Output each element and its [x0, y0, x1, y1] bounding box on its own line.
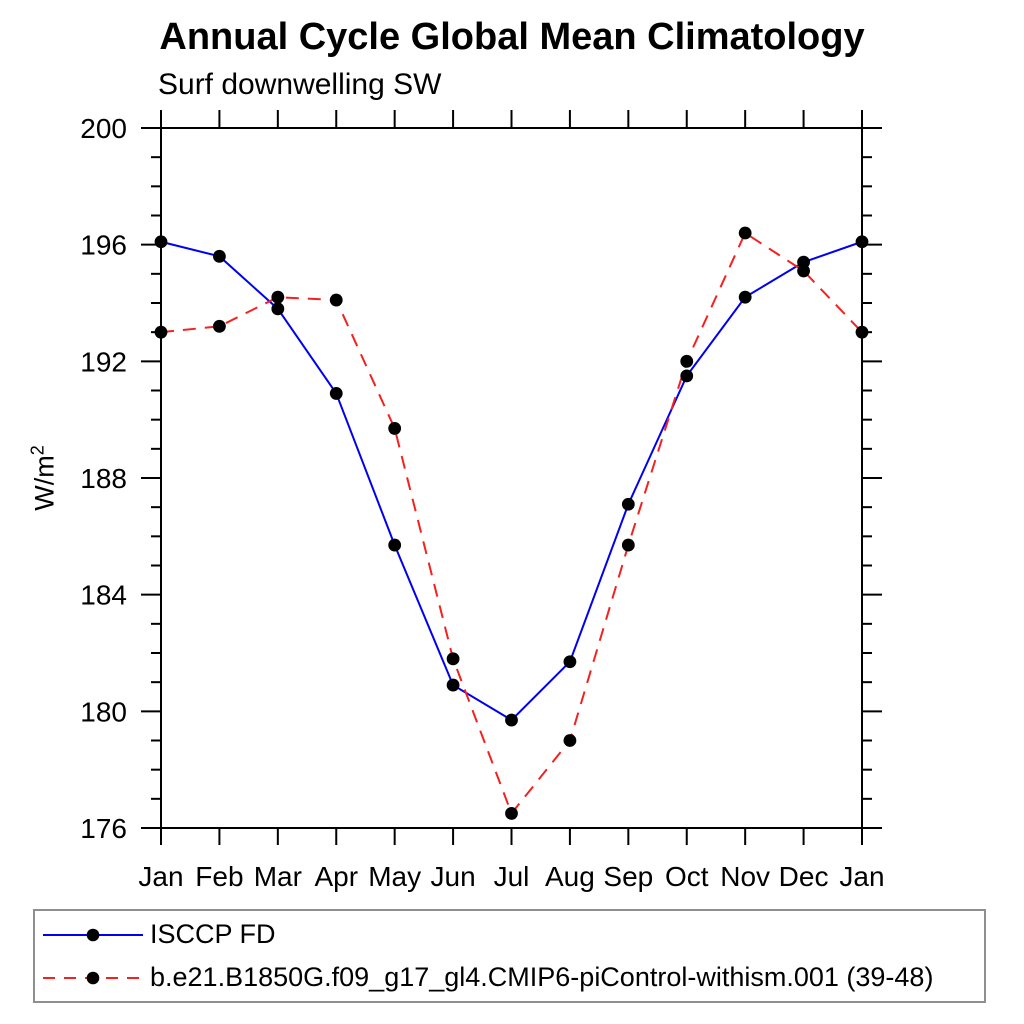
svg-text:Sep: Sep: [603, 861, 653, 892]
legend-box: ISCCP FD b.e21.B1850G.f09_g17_gl4.CMIP6-…: [33, 909, 986, 1003]
chart-title: Annual Cycle Global Mean Climatology: [159, 16, 865, 58]
legend-item-model: b.e21.B1850G.f09_g17_gl4.CMIP6-piControl…: [35, 960, 984, 996]
legend-marker-dot: [86, 971, 100, 984]
svg-text:May: May: [368, 861, 421, 892]
svg-text:Feb: Feb: [195, 861, 243, 892]
svg-text:192: 192: [80, 346, 127, 377]
svg-text:Aug: Aug: [545, 861, 595, 892]
svg-text:Jan: Jan: [839, 861, 884, 892]
svg-text:200: 200: [80, 113, 127, 144]
svg-text:176: 176: [80, 813, 127, 844]
legend-item-isccp: ISCCP FD: [35, 917, 984, 953]
svg-text:Jun: Jun: [431, 861, 476, 892]
svg-text:188: 188: [80, 463, 127, 494]
legend-line-sample-solid: [43, 928, 143, 941]
svg-text:196: 196: [80, 230, 127, 261]
svg-text:Dec: Dec: [779, 861, 829, 892]
svg-text:Mar: Mar: [254, 861, 302, 892]
chart-subtitle: Surf downwelling SW: [158, 68, 442, 101]
svg-text:Jul: Jul: [494, 861, 530, 892]
svg-text:Nov: Nov: [720, 861, 770, 892]
legend-marker-dot: [86, 928, 100, 941]
svg-text:Jan: Jan: [138, 861, 183, 892]
legend-label: ISCCP FD: [150, 919, 276, 949]
legend-label: b.e21.B1850G.f09_g17_gl4.CMIP6-piControl…: [150, 962, 934, 992]
svg-text:180: 180: [80, 696, 127, 727]
svg-text:Oct: Oct: [665, 861, 709, 892]
svg-text:Apr: Apr: [314, 861, 358, 892]
svg-text:184: 184: [80, 580, 127, 611]
legend-line-sample-dashed: [43, 971, 143, 984]
